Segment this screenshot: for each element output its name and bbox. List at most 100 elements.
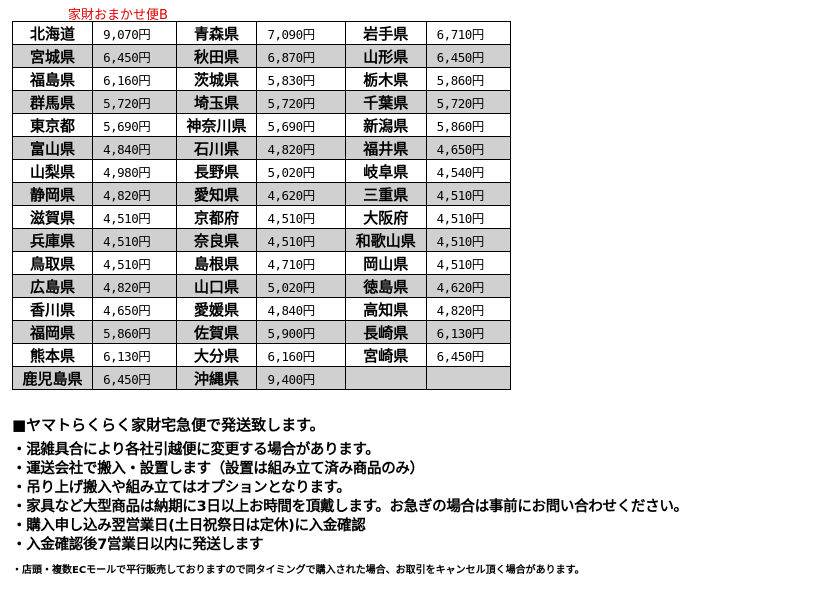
prefecture-cell: 沖縄県 xyxy=(175,366,258,390)
price-cell: 4,510円 xyxy=(256,228,346,252)
price-cell: 6,130円 xyxy=(425,320,512,344)
prefecture-cell: 滋賀県 xyxy=(11,205,94,229)
price-cell: 9,400円 xyxy=(256,366,346,390)
price-cell: 4,510円 xyxy=(425,182,512,206)
prefecture-cell: 長崎県 xyxy=(344,320,427,344)
prefecture-cell: 長野県 xyxy=(175,159,258,183)
prefecture-cell: 鹿児島県 xyxy=(11,366,94,390)
prefecture-cell: 大分県 xyxy=(175,343,258,367)
price-cell: 6,450円 xyxy=(92,366,177,390)
prefecture-cell: 北海道 xyxy=(11,21,94,45)
price-cell: 5,690円 xyxy=(256,113,346,137)
prefecture-cell: 愛媛県 xyxy=(175,297,258,321)
table-row: 群馬県 5,720円 埼玉県 5,720円 千葉県 5,720円 xyxy=(11,90,512,114)
prefecture-cell: 福岡県 xyxy=(11,320,94,344)
prefecture-cell: 山口県 xyxy=(175,274,258,298)
prefecture-cell: 兵庫県 xyxy=(11,228,94,252)
price-cell: 4,820円 xyxy=(92,274,177,298)
price-cell: 5,860円 xyxy=(425,113,512,137)
price-cell: 6,710円 xyxy=(425,21,512,45)
price-cell: 5,020円 xyxy=(256,159,346,183)
table-row: 滋賀県 4,510円 京都府 4,510円 大阪府 4,510円 xyxy=(11,205,512,229)
prefecture-cell: 栃木県 xyxy=(344,67,427,91)
prefecture-cell: 宮城県 xyxy=(11,44,94,68)
prefecture-cell: 福島県 xyxy=(11,67,94,91)
prefecture-cell: 京都府 xyxy=(175,205,258,229)
prefecture-cell: 神奈川県 xyxy=(175,113,258,137)
prefecture-cell: 岩手県 xyxy=(344,21,427,45)
shipping-rate-table: 北海道 9,070円 青森県 7,090円 岩手県 6,710円 宮城県 6,450円 秋田県 6… xyxy=(11,21,512,390)
table-row: 富山県 4,840円 石川県 4,820円 福井県 4,650円 xyxy=(11,136,512,160)
prefecture-cell: 佐賀県 xyxy=(175,320,258,344)
notes-heading: ■ヤマトらくらく家財宅急便で発送致します。 xyxy=(12,416,325,434)
price-cell: 4,510円 xyxy=(425,205,512,229)
prefecture-cell: 高知県 xyxy=(344,297,427,321)
price-cell: 4,820円 xyxy=(92,182,177,206)
note-line: ・混雑具合により各社引越便に変更する場合があります。 xyxy=(12,442,380,458)
note-line: ・運送会社で搬入・設置します（設置は組み立て済み商品のみ） xyxy=(12,461,424,477)
note-line: ・購入申し込み翌営業日(土日祝祭日は定休)に入金確認 xyxy=(12,518,366,534)
price-cell: 4,650円 xyxy=(92,297,177,321)
table-row: 福岡県 5,860円 佐賀県 5,900円 長崎県 6,130円 xyxy=(11,320,512,344)
prefecture-cell: 東京都 xyxy=(11,113,94,137)
price-cell: 4,710円 xyxy=(256,251,346,275)
prefecture-cell: 熊本県 xyxy=(11,343,94,367)
prefecture-cell: 愛知県 xyxy=(175,182,258,206)
table-row: 香川県 4,650円 愛媛県 4,840円 高知県 4,820円 xyxy=(11,297,512,321)
table-row: 宮城県 6,450円 秋田県 6,870円 山形県 6,450円 xyxy=(11,44,512,68)
price-cell: 4,980円 xyxy=(92,159,177,183)
prefecture-cell: 石川県 xyxy=(175,136,258,160)
price-cell: 5,860円 xyxy=(425,67,512,91)
price-cell: 5,020円 xyxy=(256,274,346,298)
table-row: 広島県 4,820円 山口県 5,020円 徳島県 4,620円 xyxy=(11,274,512,298)
price-cell: 9,070円 xyxy=(92,21,177,45)
price-cell: 6,450円 xyxy=(425,343,512,367)
price-cell: 6,450円 xyxy=(425,44,512,68)
prefecture-cell: 山梨県 xyxy=(11,159,94,183)
table-caption: 家財おまかせ便B xyxy=(68,8,168,23)
note-small: ・店頭・複数ECモールで平行販売しておりますので同タイミングで購入された場合、お… xyxy=(12,565,585,576)
note-line: ・家具など大型商品は納期に3日以上お時間を頂戴します。お急ぎの場合は事前にお問い… xyxy=(12,499,688,515)
price-cell: 4,510円 xyxy=(92,251,177,275)
price-cell: 5,830円 xyxy=(256,67,346,91)
price-cell: 5,690円 xyxy=(92,113,177,137)
price-cell: 7,090円 xyxy=(256,21,346,45)
prefecture-cell: 岡山県 xyxy=(344,251,427,275)
prefecture-cell: 福井県 xyxy=(344,136,427,160)
table-row: 鳥取県 4,510円 島根県 4,710円 岡山県 4,510円 xyxy=(11,251,512,275)
table-row: 福島県 6,160円 茨城県 5,830円 栃木県 5,860円 xyxy=(11,67,512,91)
price-cell: 4,620円 xyxy=(425,274,512,298)
table-row: 東京都 5,690円 神奈川県 5,690円 新潟県 5,860円 xyxy=(11,113,512,137)
note-line: ・入金確認後7営業日以内に発送します xyxy=(12,537,264,553)
prefecture-cell: 大阪府 xyxy=(344,205,427,229)
price-cell: 4,840円 xyxy=(92,136,177,160)
price-cell: 6,870円 xyxy=(256,44,346,68)
price-cell xyxy=(425,366,512,390)
price-cell: 5,860円 xyxy=(92,320,177,344)
prefecture-cell: 徳島県 xyxy=(344,274,427,298)
price-cell: 4,620円 xyxy=(256,182,346,206)
price-cell: 4,510円 xyxy=(425,251,512,275)
prefecture-cell: 静岡県 xyxy=(11,182,94,206)
price-cell: 4,650円 xyxy=(425,136,512,160)
price-cell: 6,160円 xyxy=(256,343,346,367)
table-row: 北海道 9,070円 青森県 7,090円 岩手県 6,710円 xyxy=(11,21,512,45)
price-cell: 4,510円 xyxy=(92,228,177,252)
price-cell: 4,510円 xyxy=(425,228,512,252)
prefecture-cell: 宮崎県 xyxy=(344,343,427,367)
prefecture-cell: 茨城県 xyxy=(175,67,258,91)
price-cell: 6,130円 xyxy=(92,343,177,367)
price-cell: 6,450円 xyxy=(92,44,177,68)
price-cell: 5,720円 xyxy=(92,90,177,114)
prefecture-cell: 埼玉県 xyxy=(175,90,258,114)
prefecture-cell: 広島県 xyxy=(11,274,94,298)
price-cell: 4,820円 xyxy=(425,297,512,321)
prefecture-cell: 奈良県 xyxy=(175,228,258,252)
table-row: 鹿児島県 6,450円 沖縄県 9,400円 xyxy=(11,366,512,390)
prefecture-cell: 島根県 xyxy=(175,251,258,275)
note-line: ・吊り上げ搬入や組み立てはオプションとなります。 xyxy=(12,480,351,496)
prefecture-cell: 新潟県 xyxy=(344,113,427,137)
prefecture-cell: 香川県 xyxy=(11,297,94,321)
prefecture-cell: 青森県 xyxy=(175,21,258,45)
price-cell: 4,840円 xyxy=(256,297,346,321)
